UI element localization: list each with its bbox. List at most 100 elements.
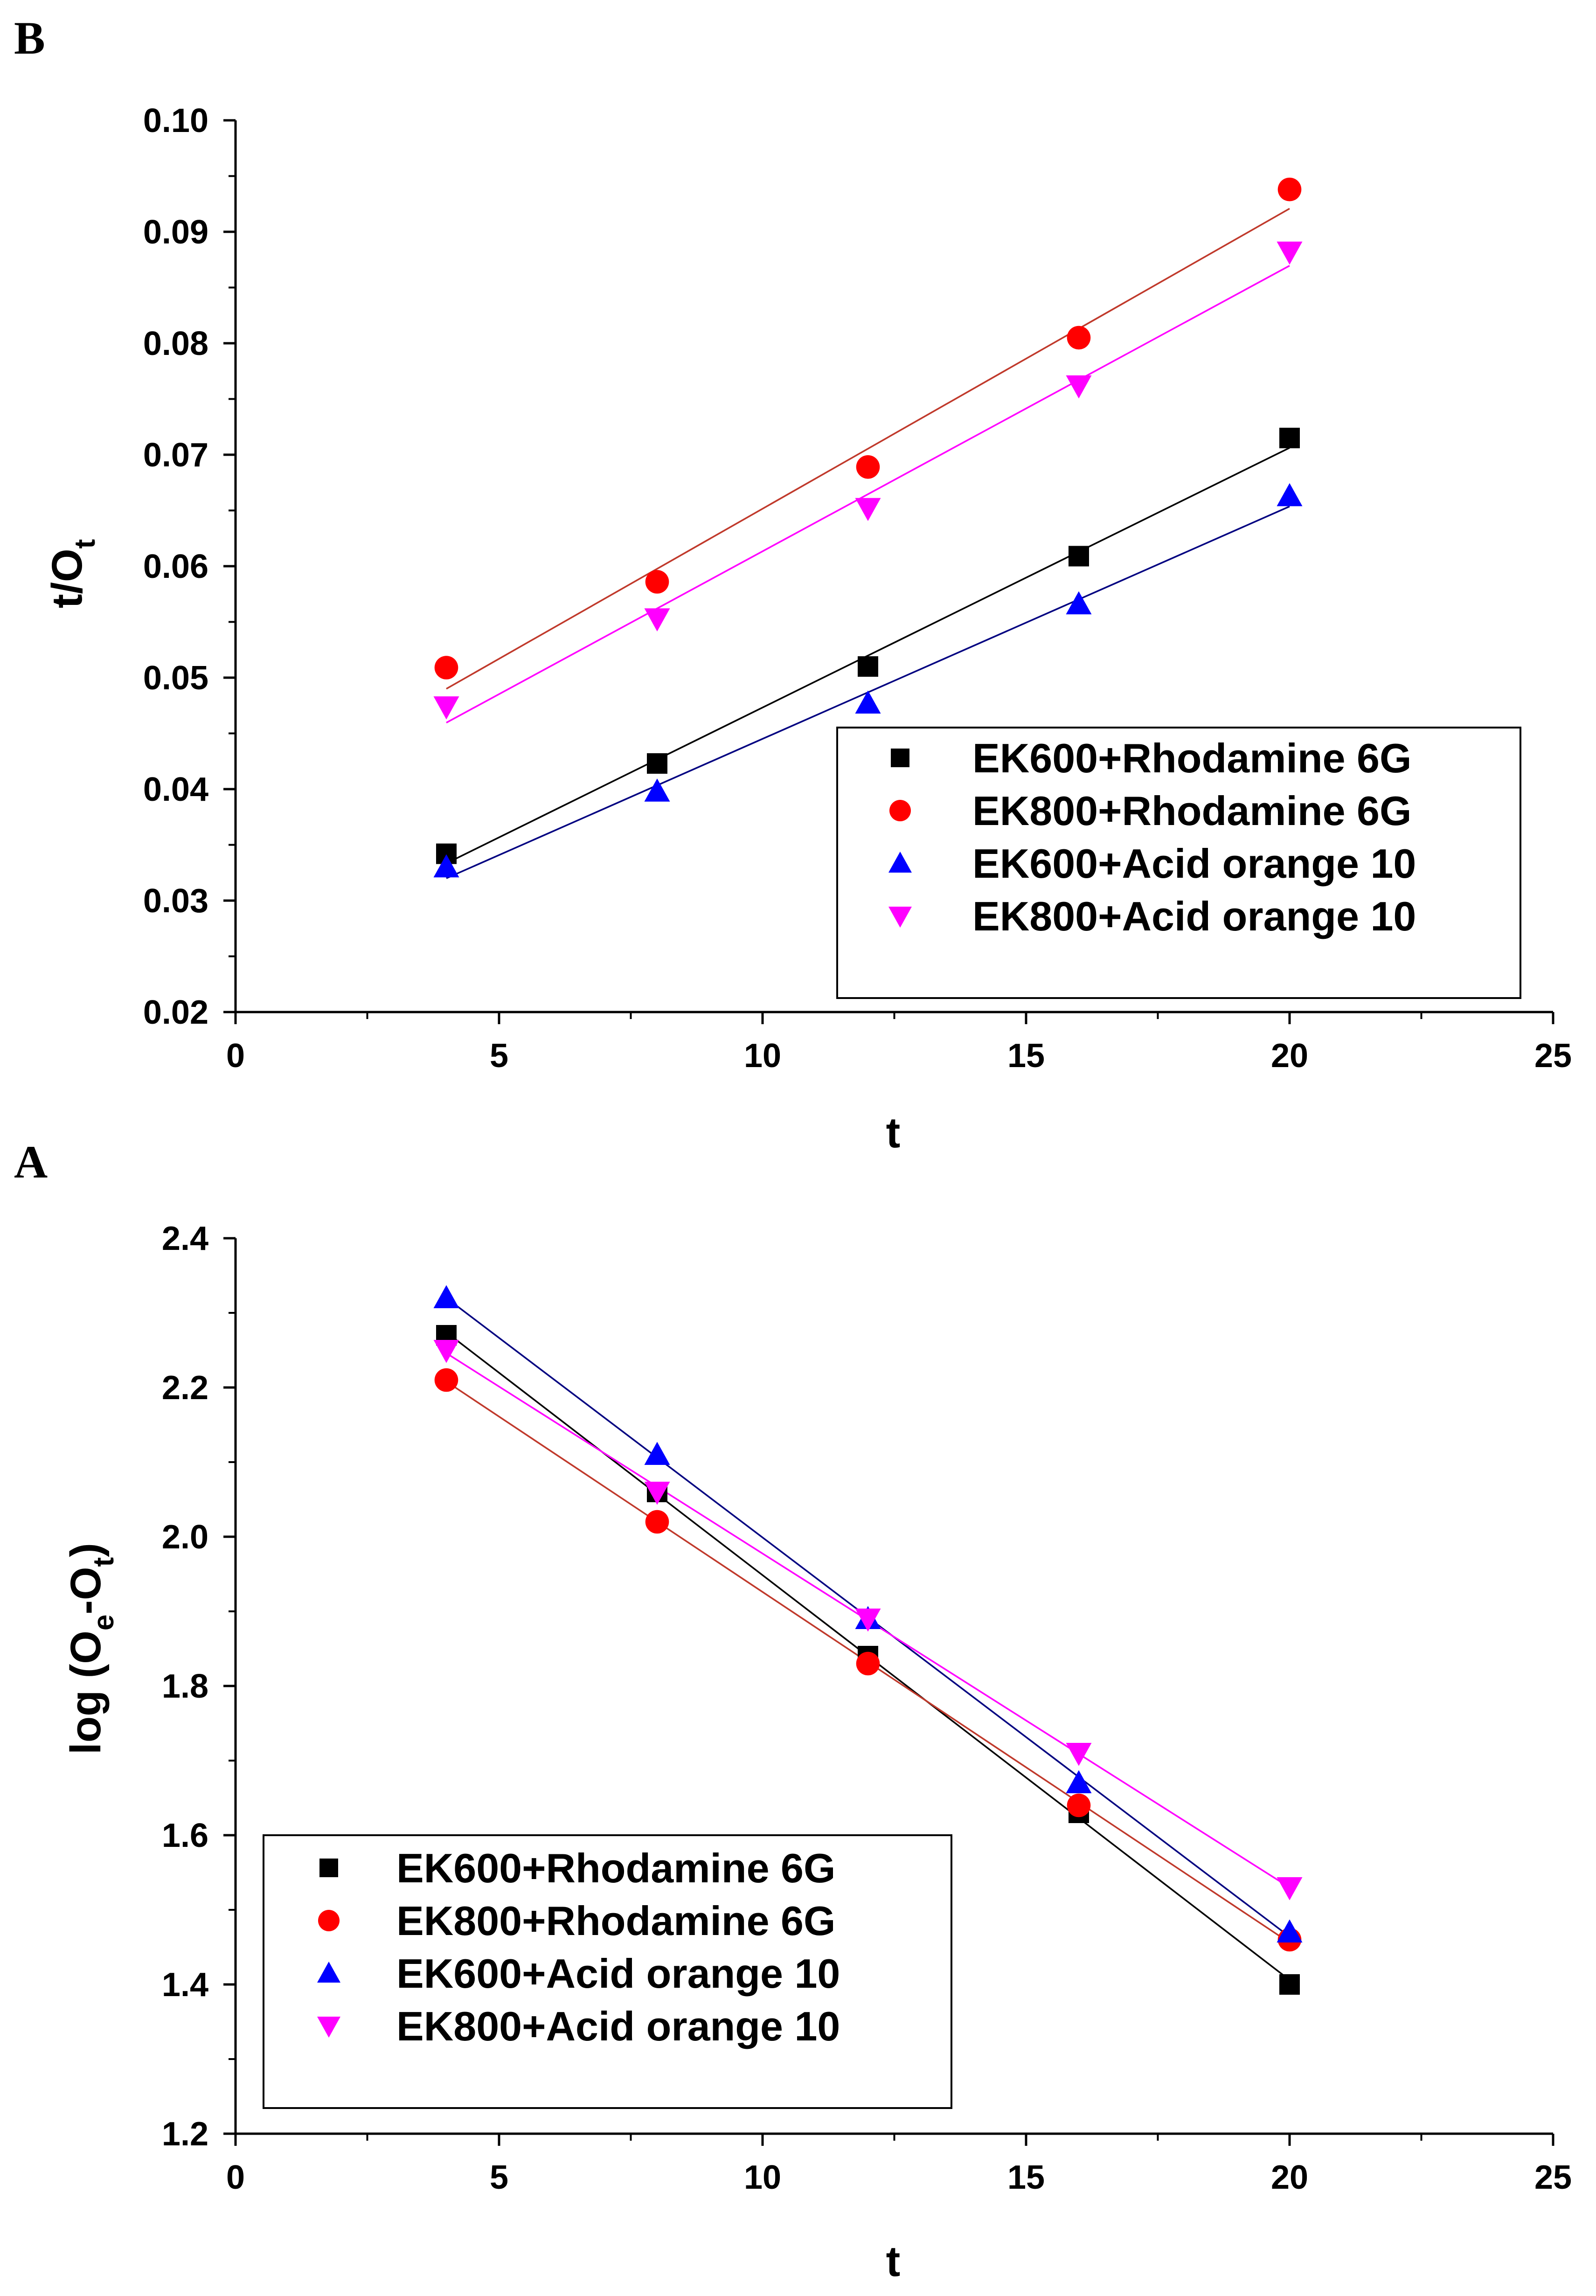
panel-b-legend-marker-1: [891, 749, 909, 767]
panel-a-point-series-2: [856, 1651, 880, 1676]
panel-a-legend-marker-1: [319, 1859, 338, 1877]
panel-b-legend-marker-3: [888, 852, 912, 873]
panel-b-point-series-1: [858, 656, 878, 677]
panel-b-y-tick-label: 0.04: [143, 771, 208, 808]
panel-a-point-series-3: [1277, 1919, 1303, 1942]
panel-a-point-series-4: [1066, 1743, 1092, 1766]
panel-b-fit-line-series-2: [446, 208, 1290, 690]
panel-b-point-series-3: [1277, 483, 1303, 506]
panel-a-point-series-2: [434, 1368, 458, 1392]
panel-b-legend-label-1: EK600+Rhodamine 6G: [972, 735, 1411, 781]
panel-b-legend-marker-2: [889, 800, 911, 821]
panel-a-x-tick-label: 15: [1007, 2159, 1045, 2196]
panel-b-x-tick-label: 25: [1534, 1037, 1572, 1075]
panel-b-y-tick-label: 0.08: [143, 325, 208, 362]
panel-a-y-tick-label: 2.4: [162, 1220, 208, 1257]
panel-a-x-tick-label: 0: [226, 2159, 245, 2196]
panel-b-point-series-4: [1277, 242, 1303, 265]
panel-b-point-series-2: [1277, 177, 1302, 201]
panel-b-legend-label-2: EK800+Rhodamine 6G: [972, 788, 1411, 834]
panel-b-x-tick-label: 10: [744, 1037, 781, 1075]
panel-b-x-tick-label: 15: [1007, 1037, 1045, 1075]
panel-b-x-tick-label: 20: [1271, 1037, 1308, 1075]
panel-b-point-series-3: [644, 778, 670, 802]
panel-b-x-tick-label: 5: [490, 1037, 508, 1075]
panel-b-y-tick-label: 0.03: [143, 882, 208, 920]
panel-a-y-tick-label: 2.0: [162, 1519, 208, 1556]
panel-b-point-series-4: [1066, 375, 1092, 399]
panel-a-legend: EK600+Rhodamine 6G EK800+Rhodamine 6G EK60…: [263, 1834, 952, 2109]
panel-a-y-axis-title: log (Oe-Ot): [62, 1543, 120, 1755]
panel-b: B 0 5 10 15 20 25 0.02 0.03 0.04 0.05 0.06 0.07 0.08…: [14, 12, 1572, 1157]
panel-a-point-series-4: [433, 1340, 459, 1363]
panel-b-point-series-1: [647, 753, 667, 774]
panel-b-point-series-4: [433, 696, 459, 720]
panel-b-y-tick-label: 0.05: [143, 659, 208, 697]
panel-a-y-tick-label: 1.4: [162, 1966, 208, 2004]
panel-a-point-series-3: [433, 1285, 459, 1308]
panel-a-y-axis-title-sub-e: e: [88, 1615, 120, 1630]
panel-b-point-series-2: [856, 455, 880, 479]
panel-b-x-tick-label: 0: [226, 1037, 245, 1075]
panel-a-y-axis-title-end: ): [62, 1543, 110, 1557]
panel-a-y-axis-title-main: log (O: [62, 1630, 110, 1755]
panel-a-x-axis-title: t: [886, 2238, 901, 2285]
panel-a-point-series-4: [644, 1482, 670, 1505]
panel-b-legend-box: [836, 727, 1521, 999]
panel-b-point-series-2: [434, 656, 458, 680]
panel-a-x-tick-label: 25: [1534, 2159, 1572, 2196]
panel-b-axes: 0 5 10 15 20 25 0.02 0.03 0.04 0.05 0.06 0.07 0.08 0.…: [143, 102, 1572, 1075]
panel-b-y-axis-title-main: t/O: [43, 548, 91, 608]
panel-a-y-tick-label: 1.8: [162, 1668, 208, 1705]
panel-b-y-tick-label: 0.09: [143, 214, 208, 251]
panel-b-legend: EK600+Rhodamine 6G EK800+Rhodamine 6G EK60…: [836, 727, 1521, 999]
panel-a-y-axis-title-mid: -O: [62, 1567, 110, 1614]
panel-a-legend-label-2: EK800+Rhodamine 6G: [396, 1898, 835, 1944]
panel-b-y-tick-label: 0.06: [143, 548, 208, 585]
panel-b-point-series-3: [855, 690, 881, 714]
panel-a-legend-label-3: EK600+Acid orange 10: [396, 1950, 840, 1997]
panel-b-legend-label-4: EK800+Acid orange 10: [972, 893, 1416, 939]
panel-a-legend-label-4: EK800+Acid orange 10: [396, 2003, 840, 2049]
panel-a-y-tick-label: 1.2: [162, 2116, 208, 2153]
panel-b-y-tick-label: 0.02: [143, 994, 208, 1031]
panel-a: A 0 5 10 15 20 25 1.2 1.4 1.6 1.8 2.0 2.2 2.4 EK600+…: [14, 1136, 1572, 2285]
panel-a-legend-label-1: EK600+Rhodamine 6G: [396, 1845, 835, 1891]
panel-a-point-series-2: [645, 1510, 669, 1534]
panel-b-y-tick-label: 0.07: [143, 437, 208, 474]
panel-b-markers: [433, 177, 1303, 878]
panel-a-point-series-4: [855, 1609, 881, 1632]
panel-a-y-tick-label: 1.6: [162, 1817, 208, 1854]
panel-a-point-series-4: [1277, 1877, 1303, 1901]
panel-a-point-series-3: [644, 1442, 670, 1465]
panel-a-legend-marker-2: [318, 1910, 340, 1931]
panel-a-point-series-2: [1067, 1793, 1091, 1817]
panel-a-x-tick-label: 5: [490, 2159, 508, 2196]
panel-a-x-tick-label: 20: [1271, 2159, 1308, 2196]
panel-a-x-tick-label: 10: [744, 2159, 781, 2196]
panel-a-point-series-1: [1279, 1974, 1300, 1995]
panel-b-point-series-1: [1069, 546, 1089, 567]
panel-b-point-series-3: [433, 854, 459, 878]
panel-b-fit-line-series-4: [446, 265, 1290, 724]
panel-b-x-axis-title: t: [886, 1109, 901, 1157]
panel-b-y-axis-title-sub: t: [69, 539, 101, 549]
panel-b-point-series-3: [1066, 591, 1092, 615]
panel-b-legend-label-3: EK600+Acid orange 10: [972, 840, 1416, 887]
panel-b-point-series-1: [1279, 428, 1300, 449]
panel-b-legend-marker-4: [888, 907, 912, 928]
panel-a-legend-marker-3: [317, 1962, 340, 1983]
panel-b-point-series-2: [645, 570, 669, 594]
panel-a-axes: 0 5 10 15 20 25 1.2 1.4 1.6 1.8 2.0 2.2 2.4: [162, 1220, 1572, 2196]
panel-a-y-tick-label: 2.2: [162, 1369, 208, 1407]
panel-b-y-tick-label: 0.10: [143, 102, 208, 139]
panel-b-point-series-2: [1067, 326, 1091, 350]
panel-b-letter: B: [14, 12, 45, 64]
panel-a-letter: A: [14, 1136, 48, 1188]
panel-a-legend-box: [263, 1834, 952, 2109]
panel-b-y-axis-title: t/Ot: [43, 539, 101, 608]
panel-b-point-series-4: [855, 498, 881, 521]
panel-b-fit-line-series-1: [446, 447, 1290, 864]
panel-b-point-series-4: [644, 608, 670, 631]
